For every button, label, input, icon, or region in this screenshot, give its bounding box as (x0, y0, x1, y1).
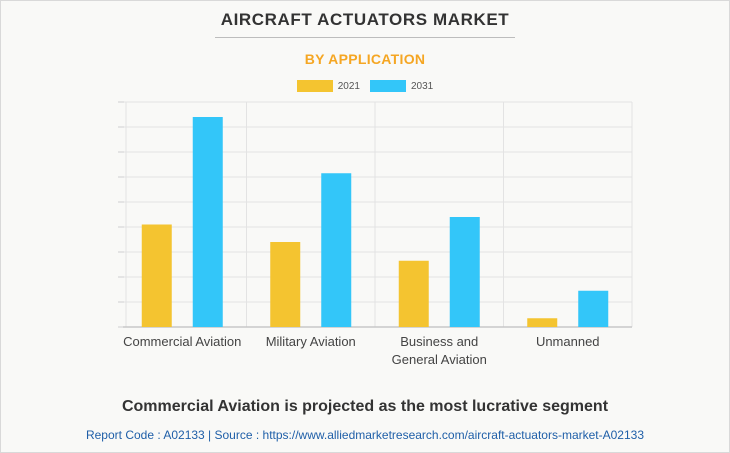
legend-label-2031: 2031 (411, 80, 434, 92)
x-tick-label: General Aviation (392, 352, 487, 367)
bar-2031 (449, 217, 480, 327)
source-line: Report Code : A02133 | Source : https://… (85, 428, 645, 442)
chart-subtitle: BY APPLICATION (304, 51, 426, 67)
x-tick-label: Business and (400, 334, 478, 349)
bar-2031 (321, 173, 352, 327)
x-tick-label: Unmanned (536, 334, 600, 349)
x-tick-label: Commercial Aviation (123, 334, 241, 349)
x-tick-label: Military Aviation (266, 334, 356, 349)
bar-2021 (398, 260, 429, 327)
bar-2031 (192, 117, 223, 327)
legend-swatch-2021 (296, 80, 333, 92)
bar-2021 (270, 242, 301, 327)
legend-item-2031: 2031 (370, 80, 433, 92)
bar-2021 (141, 224, 172, 327)
legend: 2021 2031 (0, 80, 730, 92)
chart-title: AIRCRAFT ACTUATORS MARKET (220, 10, 510, 29)
legend-swatch-2031 (370, 80, 406, 92)
legend-item-2021: 2021 (296, 80, 360, 92)
bar-2031 (578, 290, 609, 327)
title-divider (215, 37, 515, 38)
legend-label-2021: 2021 (337, 80, 360, 92)
chart-headline: Commercial Aviation is projected as the … (121, 398, 609, 415)
bar-2021 (527, 318, 558, 327)
